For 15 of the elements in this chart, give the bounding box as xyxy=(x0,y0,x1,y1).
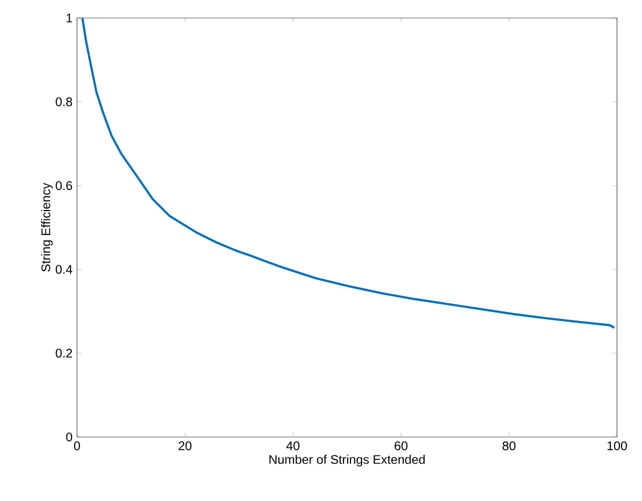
line-series xyxy=(81,18,616,329)
y-tick-label: 0.2 xyxy=(56,348,72,358)
y-tick-label: 0 xyxy=(66,432,72,442)
y-tick-label: 1 xyxy=(66,14,72,22)
x-tick-label: 100 xyxy=(608,441,627,450)
x-tick-label: 20 xyxy=(178,441,192,450)
x-tick-label: 40 xyxy=(286,441,300,450)
x-tick-label: 60 xyxy=(394,441,408,450)
x-tick-label: 0 xyxy=(74,441,80,450)
y-axis-title: String Efficiency xyxy=(41,182,53,272)
y-tick-label: 0.6 xyxy=(56,181,72,190)
y-tick-label: 0.4 xyxy=(56,264,72,274)
x-axis-title: Number of Strings Extended xyxy=(270,454,425,466)
x-tick-label: 80 xyxy=(502,441,516,450)
y-tick-label: 0.8 xyxy=(56,97,72,106)
